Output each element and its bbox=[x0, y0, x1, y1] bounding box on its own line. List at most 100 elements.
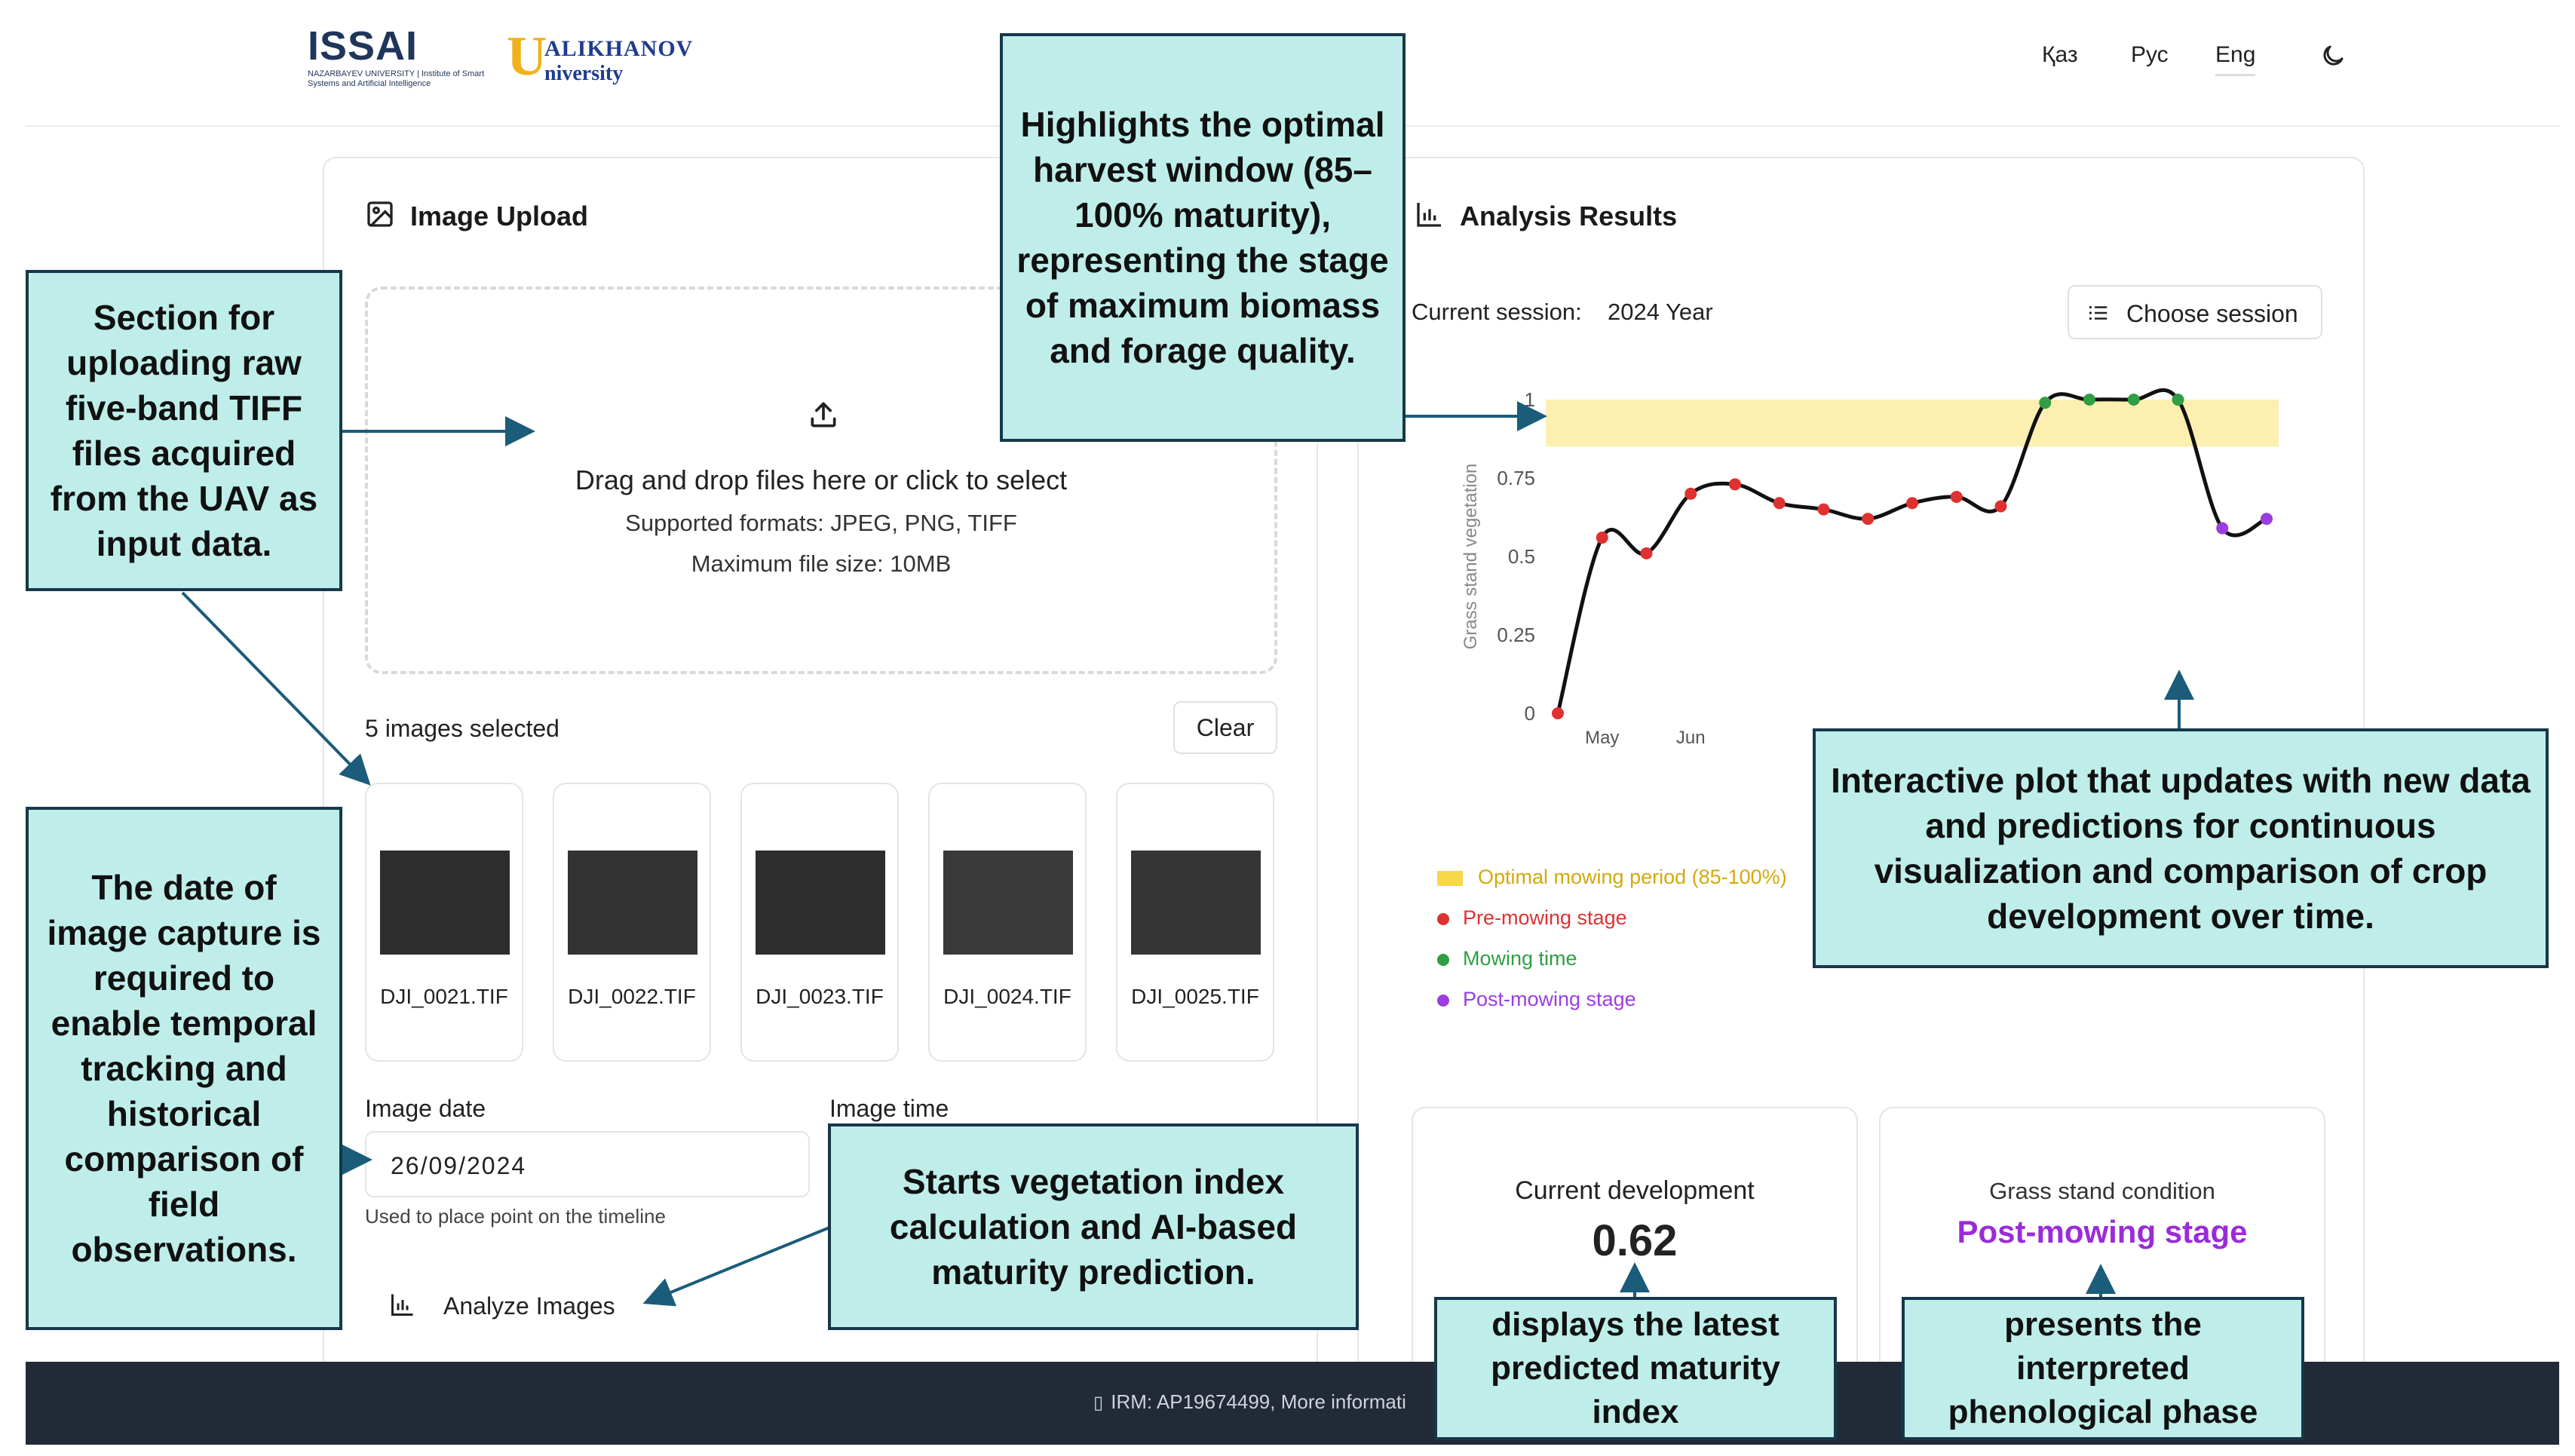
callout-interactive-plot: Interactive plot that updates with new d… bbox=[1813, 728, 2549, 968]
thumbnail-image bbox=[568, 851, 697, 955]
legend-item-optimal: Optimal mowing period (85-100%) bbox=[1437, 866, 1787, 889]
callout-phenological: presents the interpreted phenological ph… bbox=[1902, 1297, 2304, 1440]
thumbnail-image bbox=[756, 851, 885, 955]
legend-label: Pre-mowing stage bbox=[1463, 906, 1627, 929]
data-point bbox=[1773, 497, 1786, 510]
data-point bbox=[2172, 394, 2184, 406]
data-point bbox=[1862, 513, 1875, 526]
file-thumbnail[interactable]: DJI_0022.TIF bbox=[553, 783, 711, 1062]
legend-item-mowing: Mowing time bbox=[1437, 947, 1577, 970]
moon-icon bbox=[2323, 45, 2344, 66]
image-time-label: Image time bbox=[829, 1095, 949, 1122]
thumbnail-filename: DJI_0022.TIF bbox=[568, 985, 696, 1008]
data-point bbox=[1950, 490, 1963, 503]
list-icon bbox=[2089, 305, 2108, 320]
analyze-images-label: Analyze Images bbox=[443, 1292, 615, 1320]
data-point bbox=[1684, 487, 1697, 500]
thumbnail-filename: DJI_0024.TIF bbox=[943, 985, 1071, 1008]
thumbnail-image bbox=[943, 851, 1073, 955]
image-icon bbox=[365, 199, 395, 233]
current-development-value: 0.62 bbox=[1592, 1216, 1678, 1265]
callout-harvest-window: Highlights the optimal harvest window (8… bbox=[1000, 33, 1406, 442]
y-tick-label: 0.25 bbox=[1497, 624, 1535, 646]
footer-info: ▯ IRM: AP19674499, More informati bbox=[1093, 1390, 1406, 1414]
legend-item-pre-mowing: Pre-mowing stage bbox=[1437, 906, 1627, 930]
arrow-analyze bbox=[642, 1226, 830, 1307]
file-thumbnail[interactable]: DJI_0025.TIF bbox=[1116, 783, 1274, 1062]
data-point bbox=[1729, 478, 1741, 491]
data-point bbox=[1906, 497, 1918, 510]
data-point bbox=[2261, 513, 2273, 526]
arrow-files bbox=[181, 591, 371, 786]
selected-count: 5 images selected bbox=[365, 715, 559, 742]
lang-rus[interactable]: Рус bbox=[2131, 42, 2169, 67]
y-axis-label: Grass stand vegetation bbox=[1461, 464, 1481, 650]
grass-condition-label: Grass stand condition bbox=[1989, 1178, 2215, 1204]
clear-button[interactable]: Clear bbox=[1173, 701, 1277, 754]
optimal-band bbox=[1546, 400, 2279, 447]
document-icon: ▯ bbox=[1093, 1393, 1104, 1413]
image-date-label: Image date bbox=[365, 1095, 486, 1122]
image-date-hint: Used to place point on the timeline bbox=[365, 1205, 666, 1228]
callout-latest-index: displays the latest predicted maturity i… bbox=[1434, 1297, 1837, 1440]
y-tick-label: 0.5 bbox=[1508, 545, 1535, 568]
issai-logo-subtitle: NAZARBAYEV UNIVERSITY | Institute of Sma… bbox=[308, 69, 485, 88]
grass-condition-value: Post-mowing stage bbox=[1957, 1214, 2248, 1249]
data-point bbox=[2127, 394, 2140, 406]
upload-icon bbox=[807, 398, 840, 435]
file-thumbnail[interactable]: DJI_0024.TIF bbox=[928, 783, 1087, 1062]
legend-dot bbox=[1437, 953, 1449, 966]
thumbnail-filename: DJI_0021.TIF bbox=[380, 985, 508, 1008]
choose-session-label: Choose session bbox=[2126, 300, 2298, 327]
analysis-results-title: Analysis Results bbox=[1460, 201, 1678, 231]
ualikhanov-logo-u: U bbox=[507, 26, 547, 87]
current-development-label: Current development bbox=[1515, 1176, 1755, 1205]
bar-chart-icon bbox=[391, 1294, 413, 1316]
theme-toggle-button[interactable] bbox=[2319, 42, 2350, 72]
legend-swatch bbox=[1437, 870, 1463, 886]
dropzone-formats: Supported formats: JPEG, PNG, TIFF bbox=[625, 510, 1017, 536]
lang-kaz[interactable]: Қаз bbox=[2042, 42, 2078, 67]
thumbnail-image bbox=[1131, 851, 1261, 955]
dropzone-instruction: Drag and drop files here or click to sel… bbox=[575, 464, 1068, 495]
file-thumbnail[interactable]: DJI_0021.TIF bbox=[365, 783, 523, 1062]
data-point bbox=[1552, 707, 1564, 719]
x-tick-label: Jun bbox=[1676, 728, 1706, 748]
data-point bbox=[2039, 397, 2052, 409]
legend-dot bbox=[1437, 994, 1449, 1007]
lang-eng[interactable]: Eng bbox=[2215, 42, 2256, 76]
file-thumbnail[interactable]: DJI_0023.TIF bbox=[740, 783, 899, 1062]
callout-date-required: The date of image capture is required to… bbox=[26, 807, 342, 1330]
bar-chart-icon bbox=[1415, 199, 1445, 233]
data-point bbox=[2083, 394, 2095, 406]
session-value: 2024 Year bbox=[1608, 299, 1713, 325]
ualikhanov-logo-line1: ALIKHANOV bbox=[544, 36, 694, 61]
thumbnail-filename: DJI_0025.TIF bbox=[1131, 985, 1259, 1008]
data-point bbox=[1596, 532, 1608, 544]
legend-item-post-mowing: Post-mowing stage bbox=[1437, 988, 1636, 1011]
callout-analyze: Starts vegetation index calculation and … bbox=[828, 1123, 1359, 1330]
footer-text: IRM: AP19674499, More informati bbox=[1111, 1390, 1406, 1413]
file-dropzone[interactable]: Drag and drop files here or click to sel… bbox=[365, 287, 1277, 674]
y-tick-label: 0.75 bbox=[1497, 467, 1535, 489]
data-point bbox=[1817, 503, 1830, 516]
data-point bbox=[1994, 500, 2007, 513]
choose-session-button[interactable]: Choose session bbox=[2068, 285, 2322, 339]
legend-label: Post-mowing stage bbox=[1463, 988, 1636, 1010]
data-point bbox=[1640, 547, 1653, 559]
callout-upload-section: Section for uploading raw five-band TIFF… bbox=[26, 270, 342, 591]
session-label: Current session: bbox=[1412, 299, 1582, 325]
legend-dot bbox=[1437, 912, 1449, 925]
thumbnail-filename: DJI_0023.TIF bbox=[756, 985, 884, 1008]
legend-label: Mowing time bbox=[1463, 947, 1577, 970]
image-upload-title: Image Upload bbox=[410, 201, 589, 231]
x-tick-label: May bbox=[1585, 728, 1619, 748]
dropzone-max-size: Maximum file size: 10MB bbox=[691, 550, 952, 577]
issai-logo-text: ISSAI bbox=[308, 23, 418, 69]
thumbnail-image bbox=[380, 851, 510, 955]
data-point bbox=[2216, 522, 2229, 535]
issai-logo: ISSAI NAZARBAYEV UNIVERSITY | Institute … bbox=[308, 26, 489, 90]
ualikhanov-logo: U ALIKHANOV niversity bbox=[507, 29, 703, 89]
